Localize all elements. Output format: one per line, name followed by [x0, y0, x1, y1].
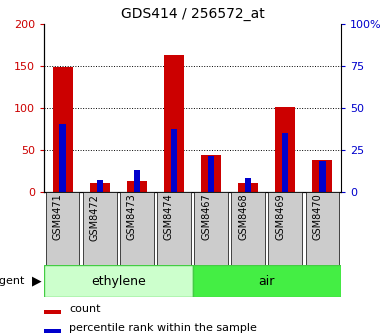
Bar — [97, 180, 103, 192]
Bar — [208, 156, 214, 192]
Text: percentile rank within the sample: percentile rank within the sample — [69, 323, 257, 333]
Text: GSM8467: GSM8467 — [201, 194, 211, 241]
Bar — [194, 192, 228, 265]
Bar — [268, 192, 302, 265]
Bar — [120, 192, 154, 265]
Bar — [59, 124, 66, 192]
Text: GSM8472: GSM8472 — [90, 194, 100, 241]
Bar — [192, 265, 341, 297]
Text: air: air — [258, 275, 275, 288]
Bar — [164, 55, 184, 192]
Bar — [306, 192, 339, 265]
Bar — [171, 129, 177, 192]
Bar — [134, 170, 140, 192]
Bar — [275, 107, 295, 192]
Bar — [282, 133, 288, 192]
Bar — [231, 192, 265, 265]
Text: ethylene: ethylene — [91, 275, 146, 288]
Text: count: count — [69, 304, 101, 314]
Title: GDS414 / 256572_at: GDS414 / 256572_at — [121, 7, 264, 21]
Text: ▶: ▶ — [32, 275, 41, 288]
Text: GSM8471: GSM8471 — [53, 194, 63, 241]
Bar — [238, 183, 258, 192]
Bar — [157, 192, 191, 265]
Text: GSM8473: GSM8473 — [127, 194, 137, 241]
Bar — [44, 329, 60, 333]
Text: GSM8474: GSM8474 — [164, 194, 174, 241]
Bar — [44, 310, 60, 313]
Text: GSM8469: GSM8469 — [275, 194, 285, 240]
Bar — [53, 67, 73, 192]
Bar — [312, 160, 332, 192]
Bar — [319, 161, 326, 192]
Bar — [90, 183, 110, 192]
Text: GSM8468: GSM8468 — [238, 194, 248, 240]
Bar — [201, 155, 221, 192]
Bar — [245, 178, 251, 192]
Text: agent: agent — [0, 277, 25, 286]
Bar — [127, 181, 147, 192]
Bar — [46, 192, 79, 265]
Text: GSM8470: GSM8470 — [312, 194, 322, 241]
Bar — [83, 192, 117, 265]
Bar — [44, 265, 192, 297]
